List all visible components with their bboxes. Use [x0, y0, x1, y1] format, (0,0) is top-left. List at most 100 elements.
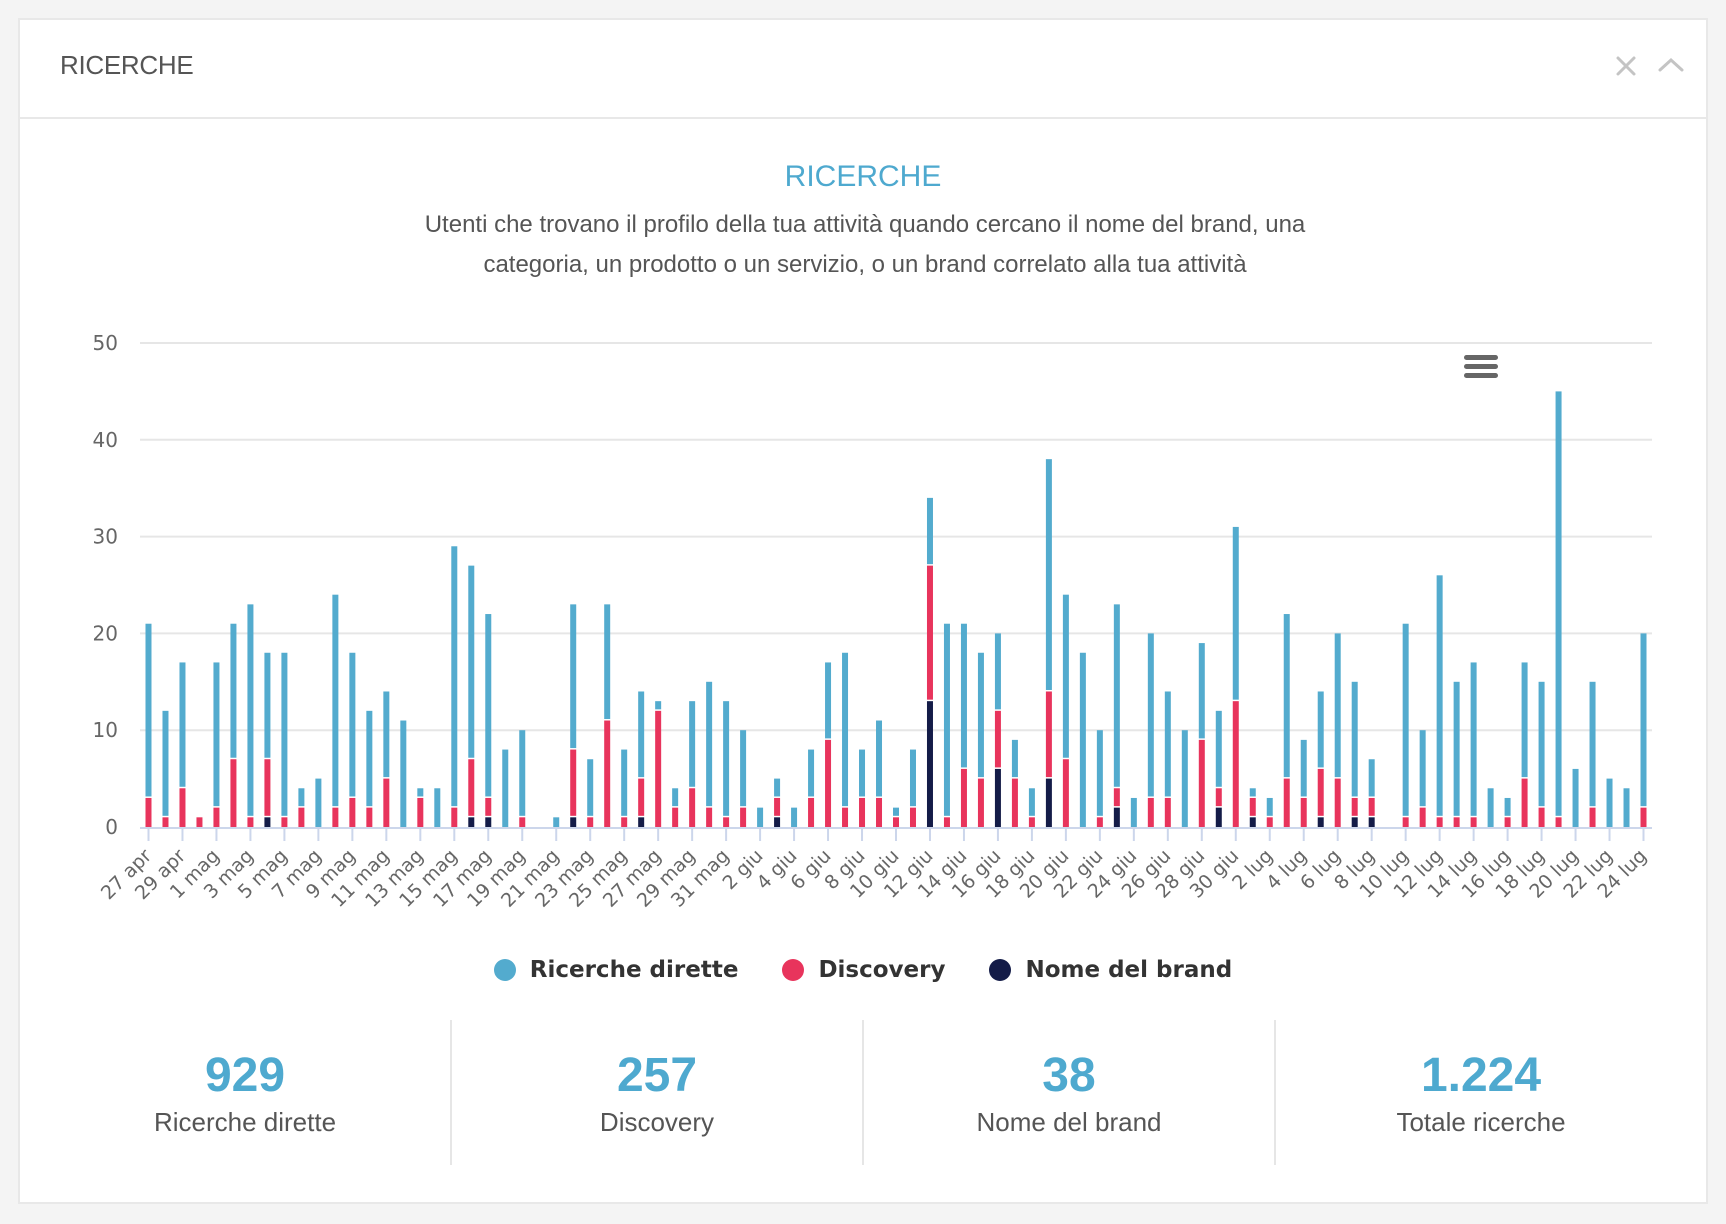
legend-item-nome-del-brand[interactable]: Nome del brand	[989, 950, 1232, 990]
y-tick-label: 30	[93, 525, 118, 549]
bar-segment-ricerche-dirette	[1640, 633, 1647, 807]
bar-segment-ricerche-dirette	[162, 710, 169, 816]
bar-segment-discovery	[1470, 817, 1477, 827]
bar-segment-ricerche-dirette	[638, 691, 645, 778]
bar-segment-ricerche-dirette	[706, 681, 713, 807]
bar-segment-ricerche-dirette	[1402, 623, 1409, 816]
bar-segment-discovery	[162, 817, 169, 827]
bar-segment-ricerche-dirette	[1215, 710, 1222, 787]
bar-segment-ricerche-dirette	[1470, 662, 1477, 816]
legend-dot-icon	[493, 959, 516, 981]
bar-segment-ricerche-dirette	[383, 691, 390, 778]
bar-segment-ricerche-dirette	[230, 623, 237, 758]
legend-label: Ricerche dirette	[529, 957, 739, 983]
bar-segment-discovery	[1249, 797, 1256, 816]
bar-segment-ricerche-dirette	[757, 807, 764, 827]
card-title: RICERCHE	[60, 50, 194, 80]
bar-segment-ricerche-dirette	[179, 662, 186, 787]
bar-segment-discovery	[1538, 807, 1545, 827]
bar-segment-discovery	[1368, 797, 1375, 816]
bar-segment-ricerche-dirette	[977, 652, 984, 778]
bar-segment-ricerche-dirette	[1300, 739, 1307, 797]
bar-segment-nome-del-brand	[774, 817, 781, 827]
stat-value: 1.224	[1420, 1049, 1542, 1102]
bar-segment-nome-del-brand	[1215, 807, 1222, 827]
y-tick-label: 0	[105, 815, 118, 839]
chart-title: RICERCHE	[784, 160, 942, 193]
bar-segment-discovery	[1521, 778, 1528, 827]
stat-label: Discovery	[599, 1107, 715, 1137]
bar-segment-discovery	[994, 710, 1001, 768]
bar-segment-discovery	[1351, 797, 1358, 816]
y-tick-label: 40	[93, 428, 118, 452]
chart-subtitle: Utenti che trovano il profilo della tua …	[320, 205, 1410, 285]
bar-segment-nome-del-brand	[468, 817, 475, 827]
bar-segment-ricerche-dirette	[1538, 681, 1545, 807]
bar-segment-ricerche-dirette	[655, 701, 662, 710]
legend-item-ricerche-dirette[interactable]: Ricerche dirette	[493, 950, 739, 990]
bar-segment-ricerche-dirette	[1487, 788, 1494, 827]
bar-segment-discovery	[1453, 817, 1460, 827]
close-icon[interactable]	[1613, 50, 1639, 80]
bar-segment-discovery	[740, 807, 747, 827]
bar-segment-discovery	[672, 807, 679, 827]
bar-segment-nome-del-brand	[1368, 817, 1375, 827]
bar-segment-ricerche-dirette	[621, 749, 628, 816]
bar-segment-ricerche-dirette	[960, 623, 967, 768]
bar-segment-ricerche-dirette	[672, 788, 679, 807]
bar-segment-ricerche-dirette	[1130, 797, 1137, 827]
bar-segment-ricerche-dirette	[298, 788, 305, 807]
stat-label: Nome del brand	[976, 1107, 1162, 1137]
bar-segment-ricerche-dirette	[587, 759, 594, 816]
bar-segment-ricerche-dirette	[417, 788, 424, 797]
stat-nome-del-brand: 38 Nome del brand	[862, 1020, 1274, 1165]
bar-segment-ricerche-dirette	[502, 749, 509, 827]
y-tick-label: 50	[93, 331, 118, 355]
bar-segment-ricerche-dirette	[808, 749, 815, 797]
bar-segment-ricerche-dirette	[1096, 730, 1103, 816]
bar-segment-ricerche-dirette	[349, 652, 356, 797]
bar-segment-discovery	[1062, 759, 1069, 827]
stat-totale-ricerche: 1.224 Totale ricerche	[1274, 1020, 1686, 1165]
bar-segment-ricerche-dirette	[1181, 730, 1188, 827]
stat-value: 929	[204, 1049, 286, 1102]
bar-segment-ricerche-dirette	[1317, 691, 1324, 768]
bar-segment-ricerche-dirette	[893, 807, 899, 816]
bar-segment-discovery	[570, 749, 577, 816]
bar-segment-discovery	[366, 807, 373, 827]
bar-segment-ricerche-dirette	[1113, 604, 1120, 787]
chart-menu-button[interactable]	[1464, 355, 1498, 383]
bar-segment-discovery	[1317, 768, 1324, 816]
bar-segment-ricerche-dirette	[213, 662, 220, 807]
bar-segment-ricerche-dirette	[1028, 788, 1035, 816]
bar-segment-ricerche-dirette	[1555, 391, 1562, 816]
stat-discovery: 257 Discovery	[450, 1020, 862, 1165]
bar-segment-discovery	[485, 797, 492, 816]
bar-segment-ricerche-dirette	[451, 546, 458, 807]
bar-segment-discovery	[1300, 797, 1307, 827]
bar-segment-discovery	[1215, 788, 1222, 807]
bar-segment-discovery	[451, 807, 458, 827]
bar-segment-discovery	[859, 797, 866, 827]
bar-segment-discovery	[145, 797, 152, 827]
bar-segment-ricerche-dirette	[1062, 594, 1069, 758]
bar-segment-discovery	[468, 759, 475, 816]
bar-segment-ricerche-dirette	[740, 730, 747, 807]
legend-dot-icon	[989, 959, 1012, 981]
bar-segment-discovery	[281, 817, 288, 827]
bar-segment-discovery	[1640, 807, 1647, 827]
bar-segment-discovery	[1198, 739, 1205, 827]
legend-item-discovery[interactable]: Discovery	[782, 950, 945, 990]
bar-segment-discovery	[1113, 788, 1120, 807]
bar-segment-discovery	[842, 807, 849, 827]
bar-segment-discovery	[383, 778, 390, 827]
bar-segment-discovery	[689, 788, 696, 827]
chevron-up-icon[interactable]	[1656, 50, 1686, 80]
stats-row: 929 Ricerche dirette 257 Discovery 38 No…	[20, 1020, 1706, 1165]
bar-segment-ricerche-dirette	[994, 633, 1001, 710]
hamburger-menu-icon-bar	[1464, 364, 1498, 369]
bar-segment-nome-del-brand	[570, 817, 577, 827]
bar-segment-ricerche-dirette	[553, 817, 560, 827]
bar-segment-ricerche-dirette	[926, 497, 933, 565]
